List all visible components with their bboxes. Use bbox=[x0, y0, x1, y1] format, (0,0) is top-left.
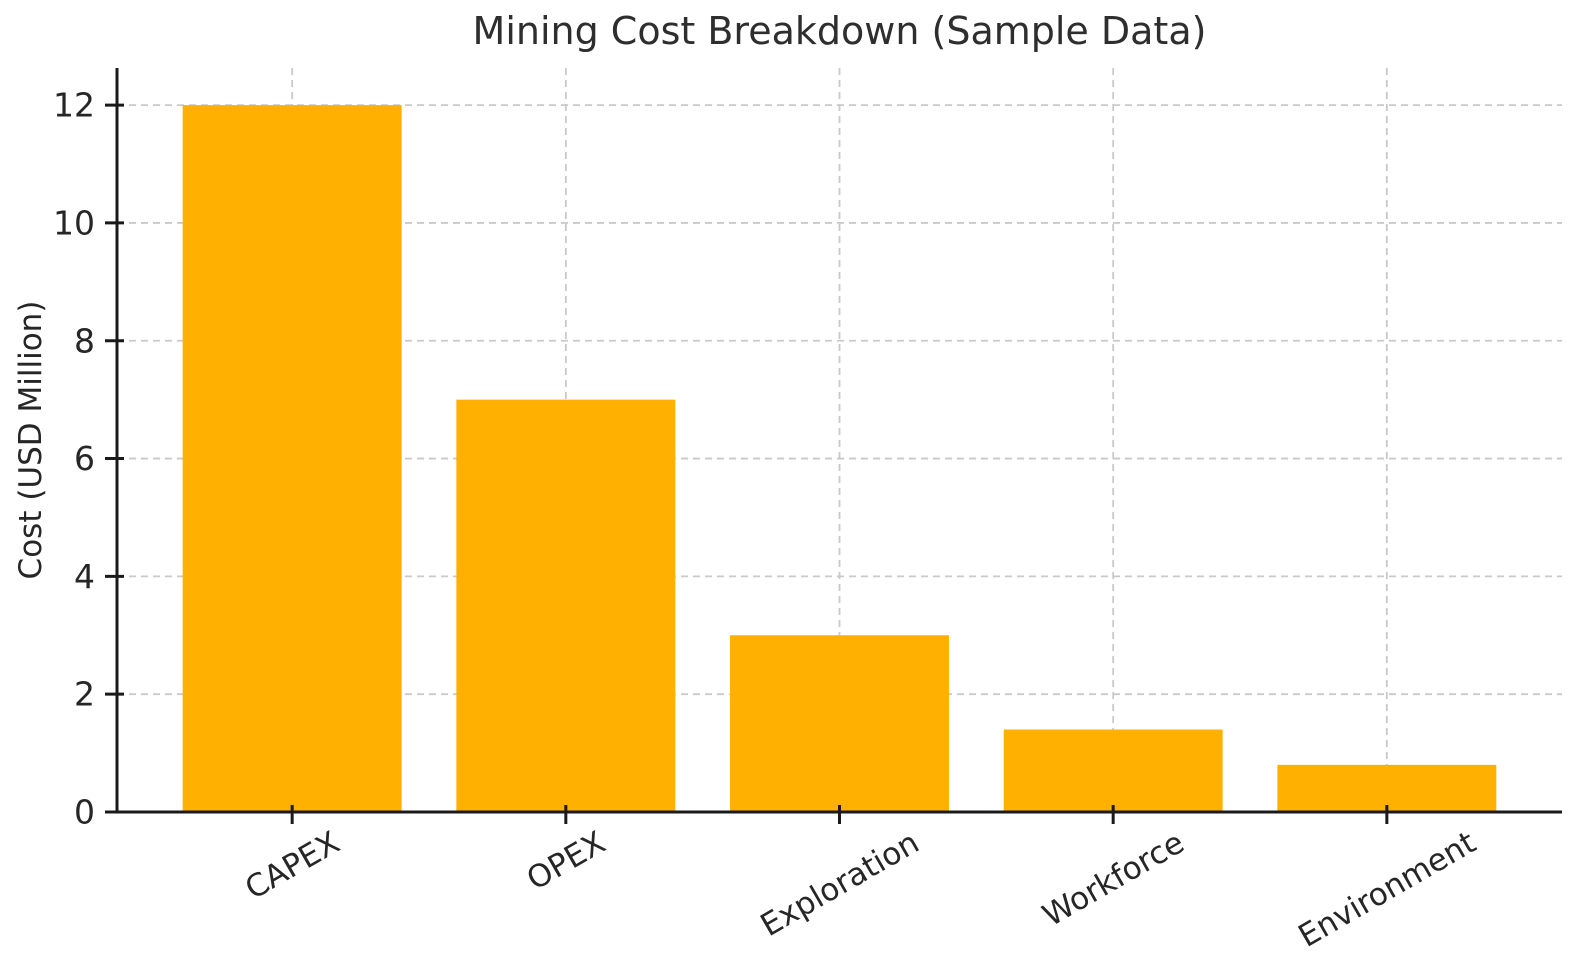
x-tick-label: CAPEX bbox=[239, 825, 346, 907]
chart-title: Mining Cost Breakdown (Sample Data) bbox=[472, 9, 1207, 53]
x-tick-label: OPEX bbox=[521, 825, 612, 898]
bar-opex bbox=[456, 399, 676, 812]
y-tick-label: 12 bbox=[53, 86, 95, 125]
bar-capex bbox=[182, 105, 402, 813]
x-tick-label: Workforce bbox=[1037, 825, 1191, 934]
x-tick-label: Environment bbox=[1293, 825, 1482, 955]
y-tick-label: 6 bbox=[74, 439, 95, 478]
y-tick-label: 0 bbox=[74, 793, 95, 832]
bar-exploration bbox=[730, 635, 949, 812]
y-tick-label: 8 bbox=[74, 321, 95, 360]
bar-workforce bbox=[1003, 729, 1223, 812]
y-tick-label: 4 bbox=[74, 557, 95, 596]
x-tick-label: Exploration bbox=[755, 825, 926, 944]
bar-environment bbox=[1277, 764, 1497, 812]
y-tick-label: 10 bbox=[53, 203, 95, 242]
y-tick-label: 2 bbox=[74, 675, 95, 714]
